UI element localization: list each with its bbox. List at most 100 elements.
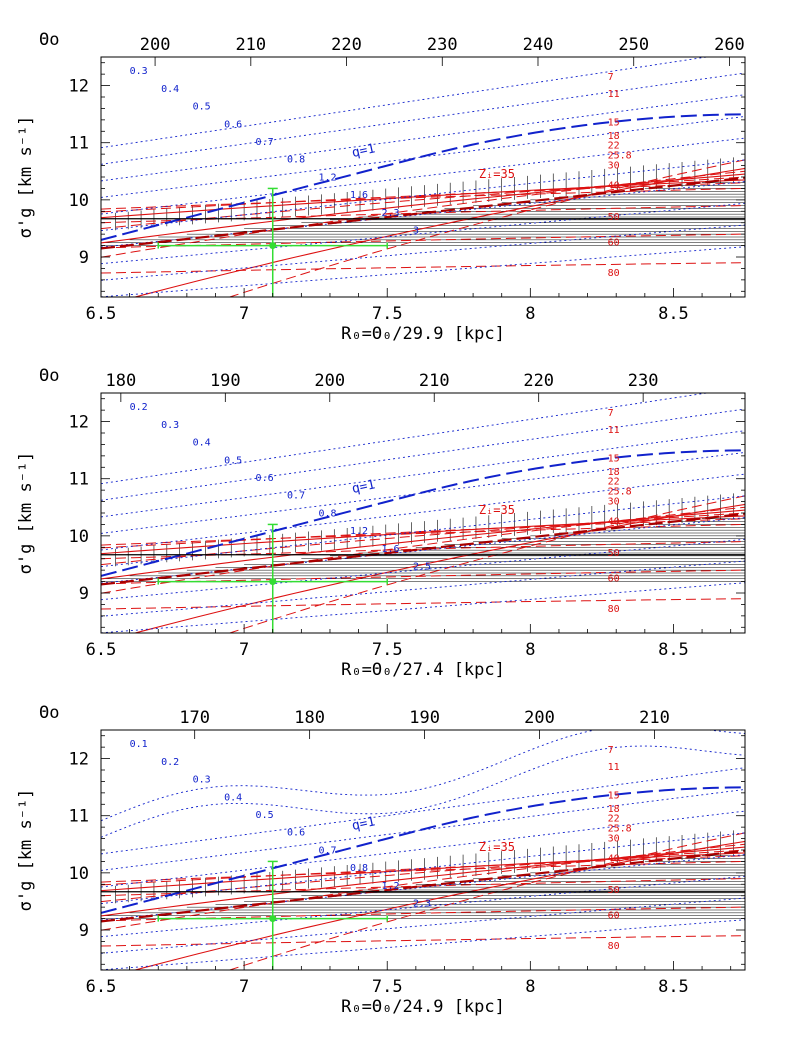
red-contour-11 [132, 503, 745, 633]
blue-contour-label: 0.7 [256, 137, 274, 148]
red-contour-30 [101, 518, 745, 549]
blue-contour-label: 1.6 [350, 190, 368, 201]
top-tick-label: 220 [523, 371, 554, 391]
top-tick-label: 250 [618, 35, 649, 55]
top-tick-label: 240 [523, 35, 554, 55]
red-contour-80 [101, 598, 745, 610]
x-axis-label: R₀=Θ₀/29.9 [kpc] [341, 324, 505, 344]
top-tick-label: 180 [105, 371, 136, 391]
blue-contour-0.2 [101, 393, 710, 485]
top-tick-label: 170 [179, 708, 210, 728]
q1-label: q=1 [351, 477, 377, 497]
red-contour-15 [101, 506, 745, 594]
blue-contour-label: 0.7 [287, 491, 305, 502]
y-tick-label: 10 [69, 527, 89, 547]
x-tick-label: 6.5 [86, 640, 117, 660]
red-contour-label: 15 [608, 454, 620, 465]
red-contour-label: 30 [608, 834, 620, 845]
blue-contour-label: 2.3 [413, 899, 431, 910]
red-contour-11 [132, 167, 745, 297]
y-tick-label: 12 [69, 77, 89, 97]
red-contour-18 [101, 509, 745, 580]
hatch-horizontal-region [101, 179, 745, 246]
z35-curve [101, 512, 745, 586]
z35-label: Zᵢ=35 [479, 840, 515, 854]
top-tick-label: 190 [210, 371, 241, 391]
blue-contour-label: 0.5 [224, 455, 242, 466]
blue-contour-label: 2.5 [413, 562, 431, 573]
blue-contour-label: 0.5 [256, 810, 274, 821]
red-contour-label: 7 [608, 72, 614, 83]
blue-contour-label: 0.4 [161, 84, 179, 95]
x-tick-label: 8 [525, 977, 535, 997]
red-contour-25.8 [101, 179, 745, 219]
x-tick-label: 7 [239, 304, 249, 324]
red-contour-label: 50 [608, 548, 620, 559]
top-tick-label: 230 [628, 371, 659, 391]
blue-contour-label: 0.6 [256, 473, 274, 484]
red-contour-label: 11 [608, 762, 620, 773]
red-contour-30 [101, 182, 745, 213]
plot-frame [100, 56, 746, 298]
y-tick-label: 11 [69, 134, 89, 154]
red-contour-label: 30 [608, 161, 620, 172]
top-tick-label: 190 [409, 708, 440, 728]
red-contour-30 [101, 855, 745, 886]
red-contour-40 [101, 187, 745, 210]
y-tick-label: 12 [69, 413, 89, 433]
top-tick-label: 230 [427, 35, 458, 55]
x-tick-label: 8 [525, 304, 535, 324]
x-tick-label: 8.5 [658, 304, 689, 324]
x-tick-label: 8.5 [658, 640, 689, 660]
top-tick-label: 260 [714, 35, 745, 55]
blue-contour-label: 3 [413, 226, 419, 237]
top-tick-label: 220 [331, 35, 362, 55]
top-axis-label: Θo [39, 366, 59, 386]
plot-frame [100, 392, 746, 634]
red-contour-label: 18 [608, 467, 620, 478]
red-contour-80 [101, 262, 745, 274]
y-axis-label: σ'g [km s⁻¹] [16, 452, 36, 575]
y-axis-label: σ'g [km s⁻¹] [16, 116, 36, 239]
blue-contour-label: 0.2 [130, 402, 148, 413]
red-contour-18 [101, 846, 745, 917]
x-tick-label: 7.5 [372, 304, 403, 324]
q1-label: q=1 [351, 141, 377, 161]
red-contour-label: 50 [608, 885, 620, 896]
y-tick-label: 9 [79, 921, 89, 941]
y-tick-label: 11 [69, 807, 89, 827]
blue-contour-label: 0.3 [161, 420, 179, 431]
y-tick-label: 10 [69, 191, 89, 211]
blue-contour-0.6 [101, 473, 745, 551]
z35-curve [101, 849, 745, 923]
blue-contour-0.4 [101, 72, 745, 165]
red-contour-label: 15 [608, 791, 620, 802]
red-contour-15 [101, 170, 745, 258]
y-tick-label: 10 [69, 864, 89, 884]
x-tick-label: 6.5 [86, 977, 117, 997]
x-axis-label: R₀=Θ₀/24.9 [kpc] [341, 997, 505, 1017]
top-tick-label: 210 [419, 371, 450, 391]
z35-label: Zᵢ=35 [479, 167, 515, 181]
blue-contour-2.3 [101, 224, 745, 281]
blue-contour-label: 0.5 [193, 102, 211, 113]
blue-contour-label: 0.6 [287, 828, 305, 839]
red-contour-label: 7 [608, 745, 614, 756]
x-tick-label: 7.5 [372, 640, 403, 660]
x-tick-label: 7 [239, 977, 249, 997]
red-contour-label: 25.8 [608, 823, 632, 834]
blue-contour-0.7 [101, 137, 745, 215]
blue-contour-0.3 [101, 57, 710, 149]
red-contour-7 [228, 159, 745, 297]
z35-curve [101, 176, 745, 250]
data-point [269, 578, 277, 586]
blue-contour-label: 1.2 [381, 881, 399, 892]
top-axis-label: Θo [39, 703, 59, 723]
blue-contour-0.5 [101, 451, 745, 534]
red-contour-label: 60 [608, 911, 620, 922]
plot-area [101, 57, 745, 297]
